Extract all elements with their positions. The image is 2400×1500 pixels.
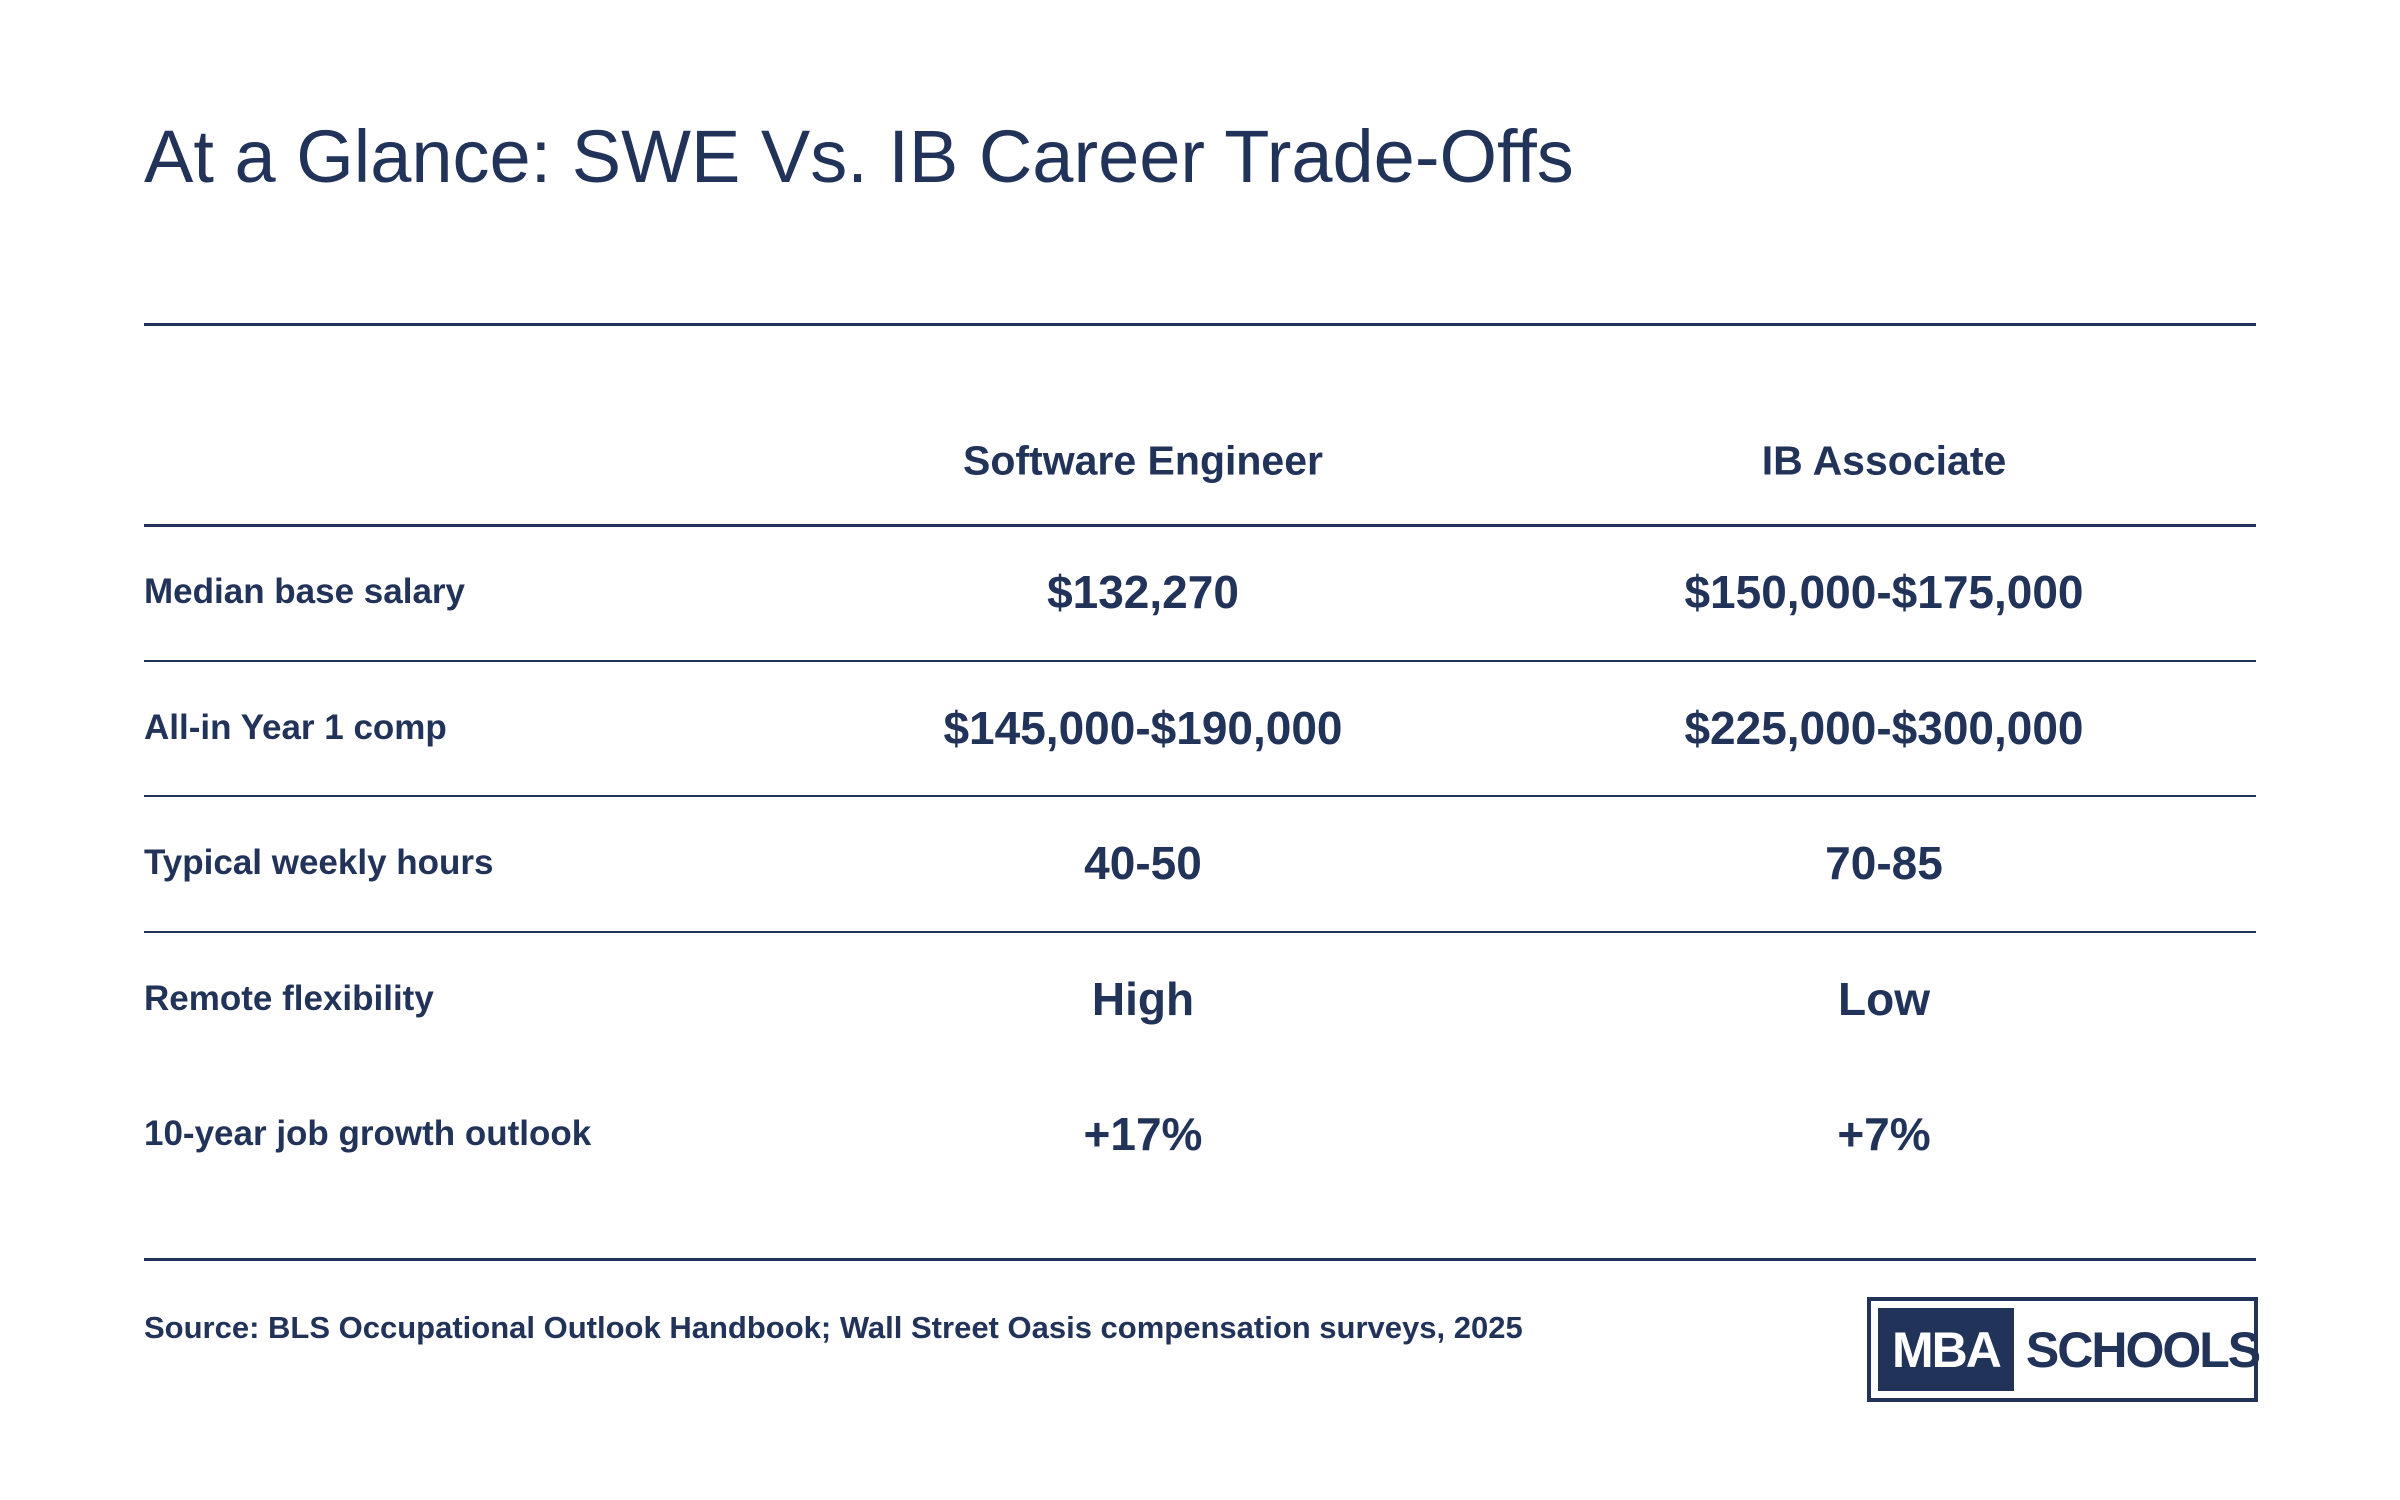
cell-value: +7% (1837, 1108, 1931, 1160)
cell-value: $150,000-$175,000 (1684, 566, 2084, 618)
page-title: At a Glance: SWE Vs. IB Career Trade-Off… (144, 115, 1574, 198)
row-divider (144, 659, 2256, 662)
row-label: Typical weekly hours (144, 843, 494, 882)
top-rule (144, 323, 2256, 326)
cell-value: Low (1838, 972, 1930, 1025)
cell-value: $145,000-$190,000 (943, 701, 1343, 754)
row-divider (144, 795, 2256, 798)
source-note: Source: BLS Occupational Outlook Handboo… (144, 1310, 1523, 1345)
cell-value: 70-85 (1825, 837, 1943, 889)
cell-value: High (1091, 972, 1195, 1025)
cell-value: +17% (1083, 1108, 1203, 1160)
row-label: Remote flexibility (144, 978, 434, 1018)
row-divider (144, 930, 2256, 933)
cell-value: $225,000-$300,000 (1684, 701, 2084, 754)
bottom-rule (144, 1258, 2256, 1261)
row-label: 10-year job growth outlook (144, 1114, 592, 1153)
logo: MBA SCHOOLS (1867, 1297, 2261, 1402)
logo-mba: MBA (1878, 1308, 2014, 1391)
logo-schools: SCHOOLS (2025, 1321, 2261, 1378)
row-label: Median base salary (144, 572, 465, 611)
row-label: All-in Year 1 comp (144, 707, 447, 747)
cell-value: $132,270 (1047, 566, 1239, 618)
header-rule (144, 524, 2256, 527)
column-header: IB Associate (1761, 437, 2007, 484)
cell-value: 40-50 (1084, 837, 1202, 889)
column-header: Software Engineer (963, 437, 1323, 484)
